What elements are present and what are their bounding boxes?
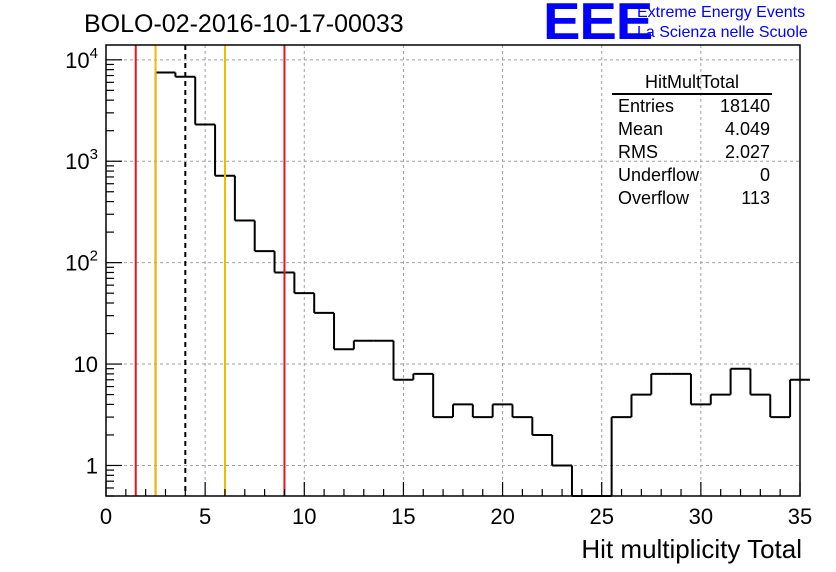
chart-title: BOLO-02-2016-10-17-00033 [84,10,404,38]
stats-box: HitMultTotal Entries 18140 Mean 4.049 RM… [612,72,778,210]
y-tick-label: 104 [65,45,98,73]
stats-key: Overflow [618,188,690,208]
x-tick-label: 5 [199,504,211,529]
y-tick-label: 102 [65,248,98,276]
x-tick-label: 20 [490,504,514,529]
stats-title: HitMultTotal [612,72,772,95]
marker-lines [134,45,286,496]
x-axis-label: Hit multiplicity Total [581,534,802,564]
stats-key: Entries [618,96,675,116]
stats-row-entries: Entries 18140 [612,95,772,118]
logo-line-2: La Scienza nelle Scuole [637,24,808,41]
x-tick-label: 35 [788,504,812,529]
grid-lines [106,45,800,496]
stats-row-overflow: Overflow 113 [612,187,772,210]
x-tick-label: 30 [689,504,713,529]
y-tick-labels: 1 10 102 103 104 [65,45,98,479]
stats-value: 2.027 [724,142,770,162]
stats-key: RMS [618,142,658,162]
stats-value: 0 [759,165,770,185]
stats-value: 4.049 [724,119,770,139]
y-tick-label: 1 [86,453,98,478]
x-tick-label: 0 [100,504,112,529]
stats-value: 113 [741,188,770,208]
plot-frame [105,44,801,497]
stats-row-underflow: Underflow 0 [612,164,772,187]
axis-ticks [105,59,801,497]
x-tick-label: 25 [589,504,613,529]
y-tick-label: 103 [65,146,98,174]
logo-line-1: Extreme Energy Events [637,4,806,21]
stats-row-rms: RMS 2.027 [612,141,772,164]
eee-logo: EEE [543,0,653,51]
stats-key: Underflow [618,165,700,185]
x-tick-label: 15 [391,504,415,529]
x-tick-label: 10 [292,504,316,529]
stats-key: Mean [618,119,664,139]
stats-value: 18140 [719,96,770,116]
stats-row-mean: Mean 4.049 [612,118,772,141]
x-tick-labels: 0 5 10 15 20 25 30 35 [100,504,812,529]
y-tick-label: 10 [74,352,98,377]
